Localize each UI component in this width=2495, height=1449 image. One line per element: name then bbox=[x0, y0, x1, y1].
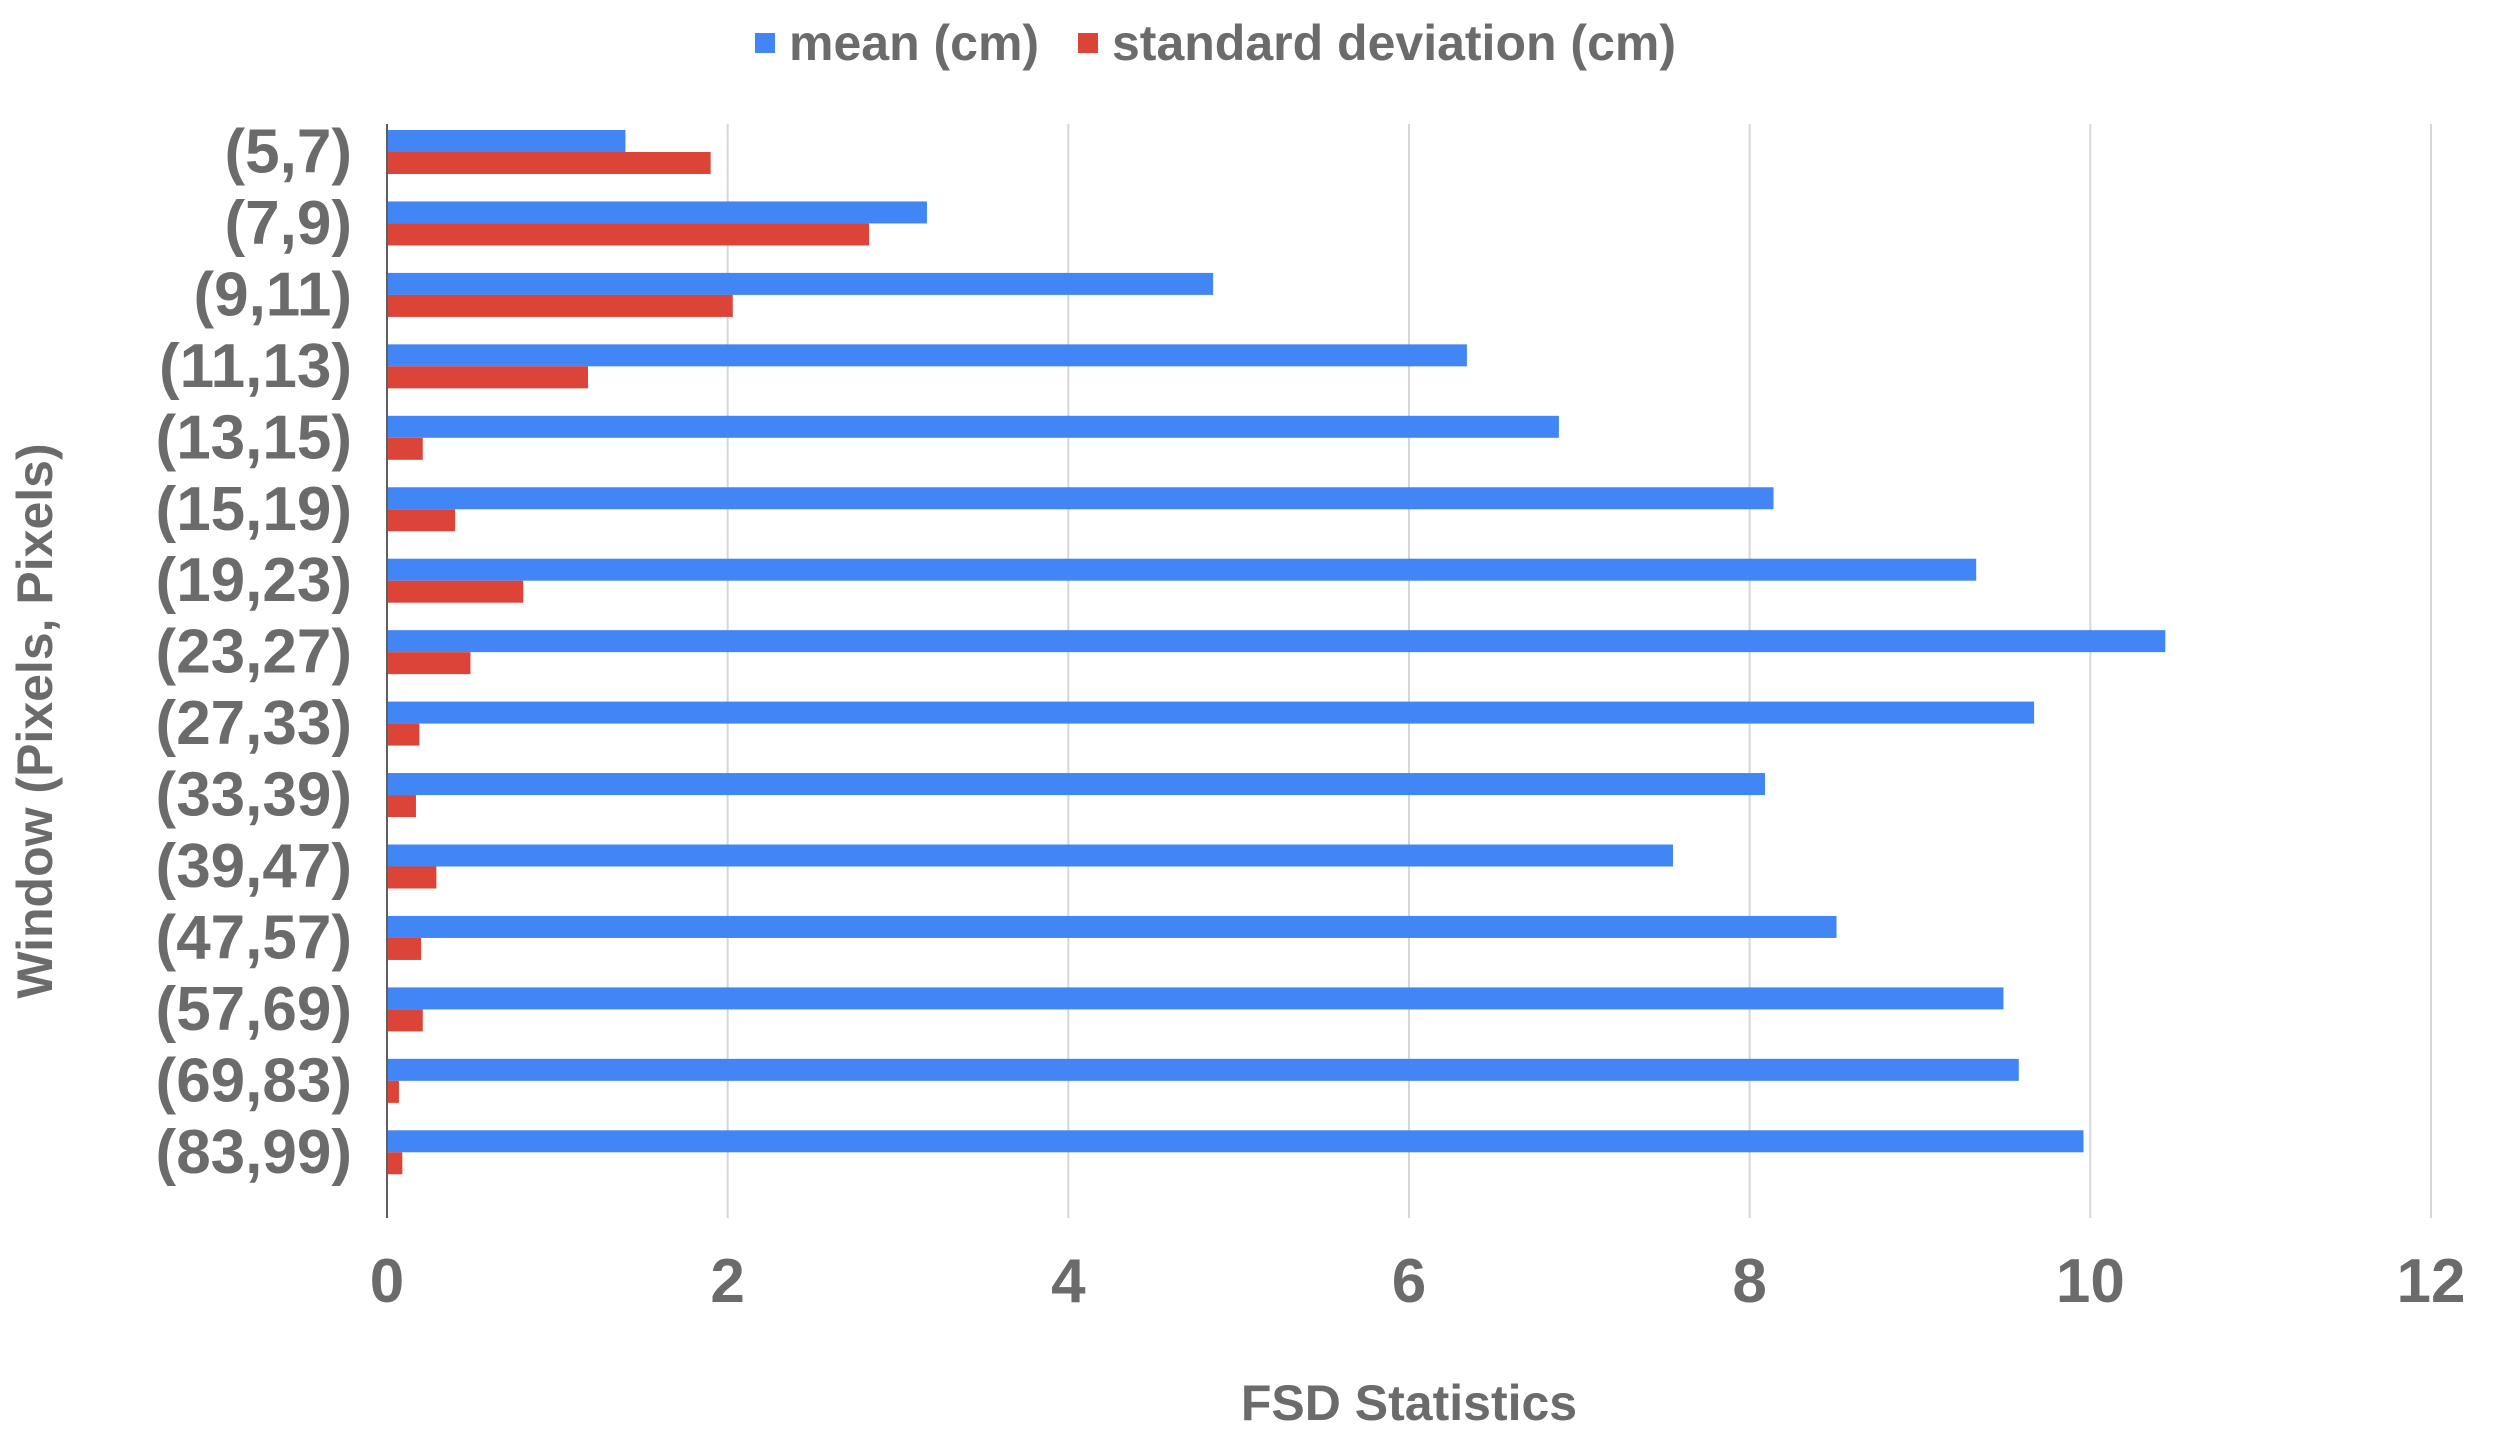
y-tick-label-8: (27,33) bbox=[156, 689, 352, 758]
x-tick-label-2: 4 bbox=[1051, 1247, 1086, 1316]
x-tick-label-4: 8 bbox=[1732, 1247, 1766, 1316]
bar-std-3 bbox=[387, 366, 588, 389]
bar-std-4 bbox=[387, 437, 423, 460]
y-tick-label-14: (83,99) bbox=[156, 1118, 352, 1187]
legend-swatch-1 bbox=[1078, 33, 1098, 53]
bar-std-2 bbox=[387, 294, 733, 317]
x-tick-label-5: 10 bbox=[2056, 1247, 2125, 1316]
bar-std-14 bbox=[387, 1152, 403, 1175]
x-tick-label-6: 12 bbox=[2397, 1247, 2466, 1316]
bar-mean-5 bbox=[387, 487, 1774, 510]
bar-mean-9 bbox=[387, 773, 1765, 796]
bar-std-8 bbox=[387, 723, 420, 746]
legend-swatch-0 bbox=[755, 33, 775, 53]
bar-mean-8 bbox=[387, 701, 2035, 724]
x-tick-label-0: 0 bbox=[370, 1247, 404, 1316]
bar-mean-4 bbox=[387, 415, 1559, 438]
bar-mean-0 bbox=[387, 130, 626, 152]
y-tick-label-13: (69,83) bbox=[156, 1046, 352, 1115]
y-tick-label-4: (13,15) bbox=[156, 403, 352, 472]
bar-mean-1 bbox=[387, 201, 927, 224]
bar-mean-14 bbox=[387, 1130, 2084, 1153]
bar-std-13 bbox=[387, 1080, 399, 1103]
y-tick-label-6: (19,23) bbox=[156, 546, 352, 615]
bars bbox=[387, 130, 2166, 1175]
y-tick-labels: (5,7)(7,9)(9,11)(11,13)(13,15)(15,19)(19… bbox=[156, 118, 352, 1187]
bar-std-7 bbox=[387, 652, 471, 675]
bar-mean-7 bbox=[387, 630, 2166, 653]
bar-mean-13 bbox=[387, 1058, 2019, 1081]
legend-label-1: standard deviation (cm) bbox=[1112, 15, 1676, 71]
y-tick-label-10: (39,47) bbox=[156, 832, 352, 901]
bar-std-5 bbox=[387, 509, 456, 532]
x-tick-label-3: 6 bbox=[1392, 1247, 1426, 1316]
bar-mean-2 bbox=[387, 272, 1214, 295]
y-tick-label-0: (5,7) bbox=[225, 118, 352, 187]
y-tick-label-7: (23,27) bbox=[156, 618, 352, 687]
y-tick-label-12: (57,69) bbox=[156, 975, 352, 1044]
bar-std-6 bbox=[387, 580, 524, 603]
bar-std-9 bbox=[387, 795, 416, 818]
y-tick-label-1: (7,9) bbox=[225, 189, 352, 258]
x-tick-labels: 0 2 4 6 8 10 12 bbox=[370, 1247, 2466, 1316]
bar-mean-11 bbox=[387, 915, 1837, 938]
y-tick-label-2: (9,11) bbox=[193, 260, 352, 329]
gridlines bbox=[726, 124, 2432, 1218]
bar-std-1 bbox=[387, 223, 870, 246]
y-axis-title: Window (Pixels, Pixels) bbox=[7, 443, 63, 998]
bar-std-0 bbox=[387, 152, 711, 174]
bar-std-12 bbox=[387, 1009, 423, 1032]
y-tick-label-11: (47,57) bbox=[156, 903, 352, 972]
bar-mean-6 bbox=[387, 558, 1977, 581]
bar-mean-3 bbox=[387, 344, 1467, 367]
y-tick-label-5: (15,19) bbox=[156, 475, 352, 544]
bar-std-11 bbox=[387, 937, 422, 960]
legend-label-0: mean (cm) bbox=[789, 15, 1039, 71]
x-axis-title: FSD Statistics bbox=[1241, 1375, 1577, 1431]
bar-mean-12 bbox=[387, 987, 2004, 1010]
x-tick-label-1: 2 bbox=[710, 1247, 744, 1316]
y-tick-label-9: (33,39) bbox=[156, 761, 352, 830]
bar-mean-10 bbox=[387, 844, 1674, 867]
bar-std-10 bbox=[387, 866, 437, 889]
legend: mean (cm) standard deviation (cm) bbox=[755, 15, 1676, 71]
y-tick-label-3: (11,13) bbox=[159, 332, 352, 401]
